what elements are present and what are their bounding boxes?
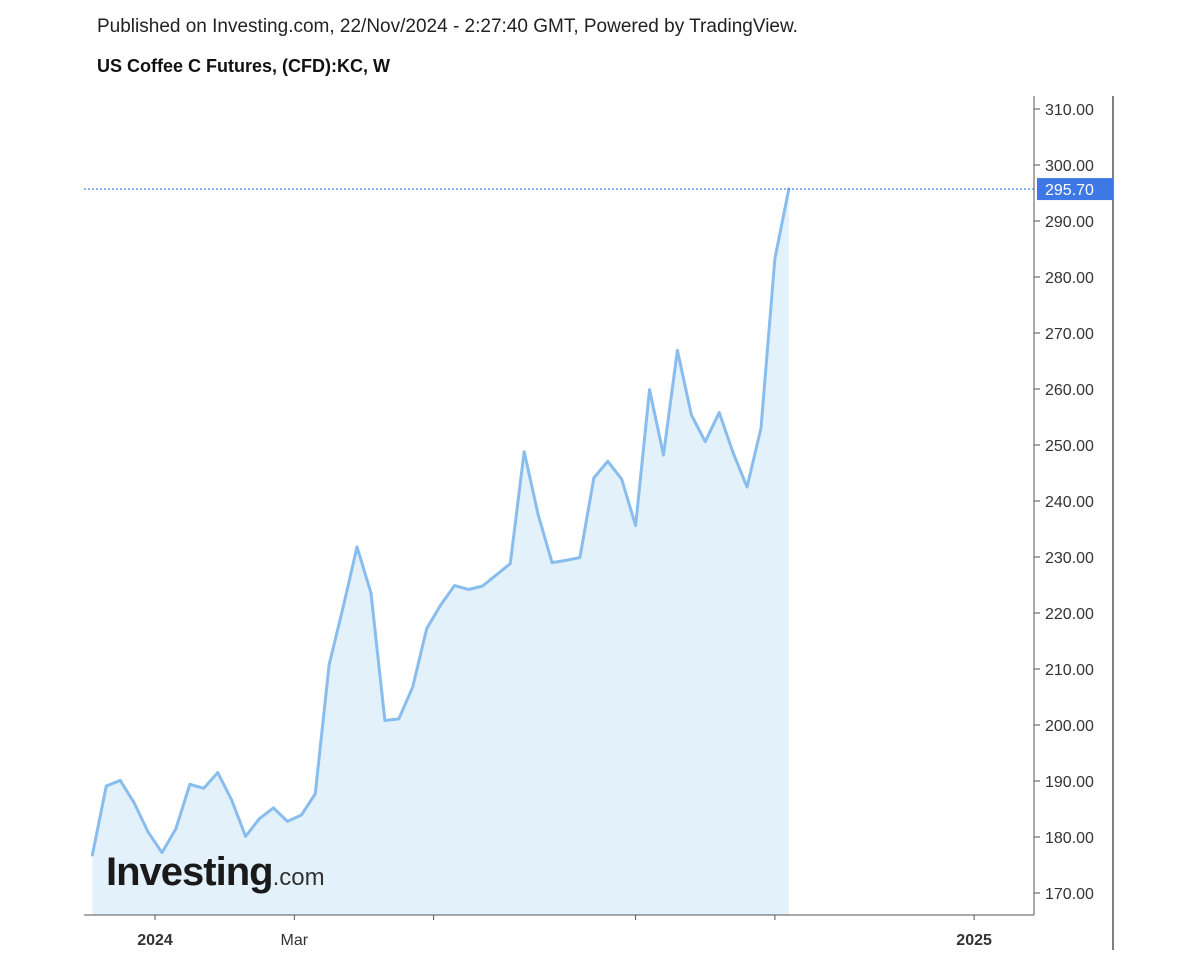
last-price-box — [1037, 178, 1113, 201]
published-note: Published on Investing.com, 22/Nov/2024 … — [97, 16, 798, 37]
y-tick-label-290: 290.00 — [1045, 214, 1094, 231]
y-axis-ticks: 310.00 300.00 290.00 280.00 270.00 260.00 250.… — [1034, 102, 1094, 903]
logo-main-text: Investing — [106, 850, 274, 894]
y-tick-label-270: 270.00 — [1045, 326, 1094, 343]
y-tick-label-200: 200.00 — [1045, 718, 1094, 735]
y-tick-label-310: 310.00 — [1045, 102, 1094, 119]
x-tick-label-1: Mar — [281, 932, 309, 949]
y-tick-label-210: 210.00 — [1045, 662, 1094, 679]
last-price-box-layer: 295.70 — [1037, 178, 1113, 201]
x-axis-ticks: 2024 Mar 2025 — [137, 915, 992, 949]
y-tick-label-280: 280.00 — [1045, 270, 1094, 287]
last-price-label: 295.70 — [1045, 182, 1094, 199]
series-line — [90, 187, 791, 857]
y-tick-label-220: 220.00 — [1045, 606, 1094, 623]
x-tick-label-0: 2024 — [137, 932, 173, 949]
y-tick-label-300: 300.00 — [1045, 158, 1094, 175]
y-tick-label-260: 260.00 — [1045, 382, 1094, 399]
chart-title: US Coffee C Futures, (CFD):KC, W — [97, 56, 390, 76]
logo-tld-text: .com — [272, 864, 325, 891]
y-tick-label-180: 180.00 — [1045, 830, 1094, 847]
line-layer — [90, 187, 791, 857]
axis-layer — [84, 96, 1114, 950]
x-tick-label-5: 2025 — [956, 932, 992, 949]
investing-logo: Investing.com — [106, 850, 325, 895]
y-tick-label-170: 170.00 — [1045, 886, 1094, 903]
y-tick-label-230: 230.00 — [1045, 550, 1094, 567]
y-tick-label-250: 250.00 — [1045, 438, 1094, 455]
series-area-fill — [92, 189, 789, 915]
y-tick-label-240: 240.00 — [1045, 494, 1094, 511]
y-tick-label-190: 190.00 — [1045, 774, 1094, 791]
area-layer — [92, 189, 789, 915]
